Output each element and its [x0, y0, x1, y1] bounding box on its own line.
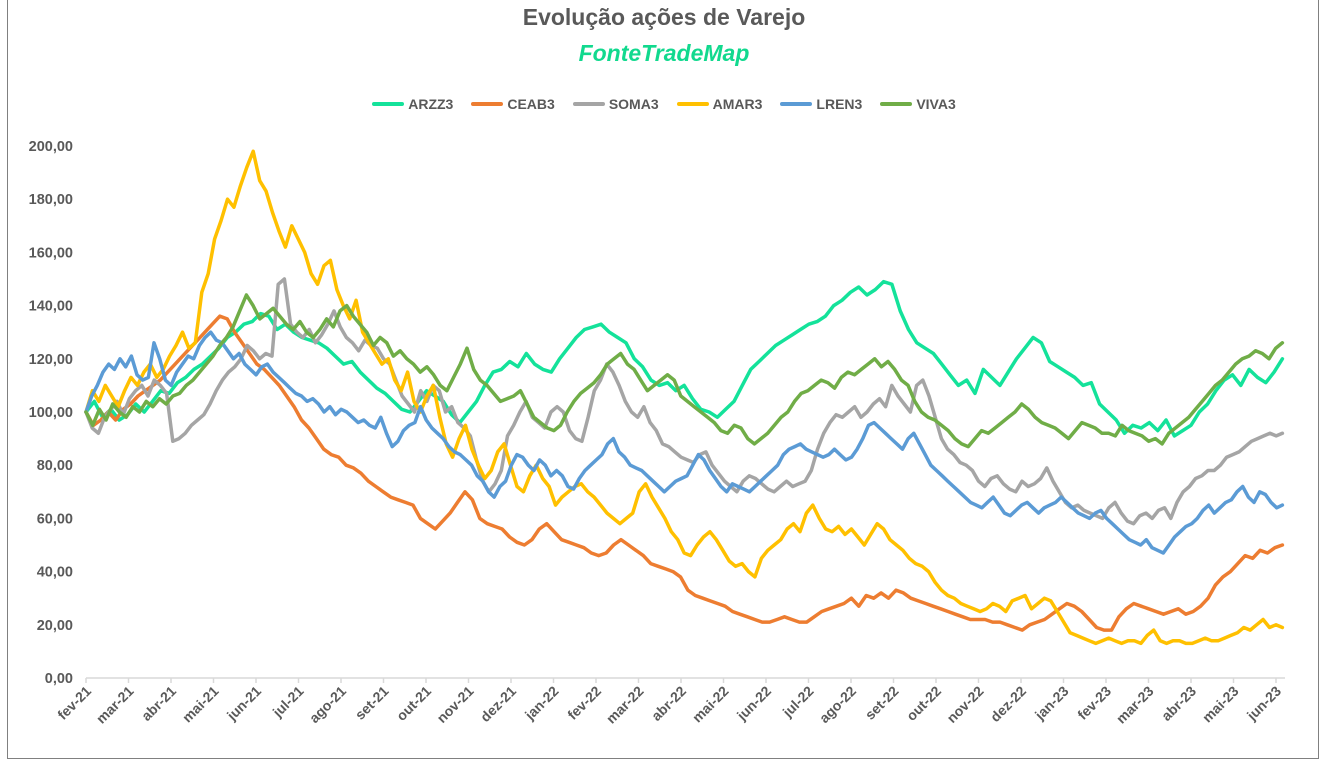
- series-line-ceab3: [84, 314, 1285, 632]
- legend-label: VIVA3: [916, 96, 956, 112]
- legend-swatch: [676, 102, 709, 106]
- y-tick-label: 160,00: [29, 245, 73, 261]
- y-tick-label: 140,00: [29, 299, 73, 315]
- legend-item-viva3: VIVA3: [880, 96, 956, 112]
- y-tick-label: 100,00: [29, 405, 73, 421]
- series-line-lren3: [84, 330, 1285, 555]
- x-tick-label: dez-21: [477, 683, 519, 725]
- x-tick-label: mai-22: [689, 683, 732, 726]
- legend-label: AMAR3: [712, 96, 763, 112]
- y-tick-label: 80,00: [37, 458, 73, 474]
- y-tick-label: 60,00: [37, 511, 73, 527]
- legend-swatch: [880, 102, 913, 106]
- x-tick-label: jul-21: [269, 683, 307, 721]
- series-lines: [84, 149, 1285, 646]
- y-tick-label: 200,00: [29, 139, 73, 155]
- x-tick-label: abr-22: [648, 683, 689, 724]
- x-tick-label: jul-22: [779, 683, 817, 721]
- x-tick-label: jan-23: [1031, 683, 1072, 724]
- x-tick-label: jun-22: [733, 683, 774, 724]
- x-tick-label: mai-21: [179, 683, 222, 726]
- legend-item-arzz3: ARZZ3: [372, 96, 453, 112]
- x-tick-label: ago-22: [816, 683, 859, 726]
- x-tick-label: out-21: [393, 683, 434, 724]
- x-tick-label: set-21: [352, 683, 392, 723]
- y-tick-label: 0,00: [45, 671, 73, 687]
- x-tick-label: mar-21: [93, 683, 137, 727]
- x-tick-label: fev-22: [564, 683, 604, 723]
- x-tick-label: nov-22: [943, 683, 986, 726]
- x-tick-label: mar-23: [1113, 683, 1157, 727]
- chart-legend: ARZZ3 CEAB3 SOMA3 AMAR3 LREN3 VIVA3: [0, 96, 1328, 112]
- legend-swatch: [780, 102, 813, 106]
- x-tick-label: jun-23: [1243, 683, 1284, 724]
- x-tick-label: nov-21: [433, 683, 476, 726]
- legend-label: ARZZ3: [408, 96, 454, 112]
- x-tick-label: mar-22: [603, 683, 647, 727]
- x-tick-label: ago-21: [306, 683, 349, 726]
- legend-label: LREN3: [816, 96, 863, 112]
- x-tick-label: abr-23: [1158, 683, 1199, 724]
- x-tick-label: out-22: [903, 683, 944, 724]
- x-tick-label: fev-21: [54, 683, 94, 723]
- x-tick-label: fev-23: [1074, 683, 1114, 723]
- x-tick-label: dez-22: [987, 683, 1029, 725]
- series-line-arzz3: [84, 279, 1285, 438]
- series-line-amar3: [84, 149, 1285, 646]
- series-line-viva3: [84, 293, 1285, 449]
- legend-label: CEAB3: [507, 96, 555, 112]
- series-line-soma3: [84, 277, 1285, 526]
- chart-title: Evolução ações de Varejo: [522, 4, 806, 30]
- legend-swatch: [372, 102, 405, 106]
- legend-swatch: [572, 102, 605, 106]
- legend-label: SOMA3: [608, 96, 659, 112]
- x-tick-label: abr-21: [138, 683, 179, 724]
- y-axis: 0,00 20,00 40,00 60,00 80,00 100,00 120,00 140,…: [29, 139, 73, 687]
- y-tick-label: 120,00: [29, 352, 73, 368]
- chart-subtitle: FonteTradeMap: [578, 40, 750, 66]
- x-tick-label: jan-22: [521, 683, 562, 724]
- legend-swatch: [471, 102, 504, 106]
- legend-item-amar3: AMAR3: [676, 96, 763, 112]
- x-tick-label: jun-21: [223, 683, 264, 724]
- y-tick-label: 20,00: [37, 618, 73, 634]
- y-tick-label: 40,00: [37, 565, 73, 581]
- legend-item-ceab3: CEAB3: [471, 96, 555, 112]
- x-tick-label: mai-23: [1199, 683, 1242, 726]
- legend-item-lren3: LREN3: [780, 96, 862, 112]
- legend-item-soma3: SOMA3: [572, 96, 659, 112]
- y-tick-label: 180,00: [29, 192, 73, 208]
- x-tick-label: set-22: [862, 683, 902, 723]
